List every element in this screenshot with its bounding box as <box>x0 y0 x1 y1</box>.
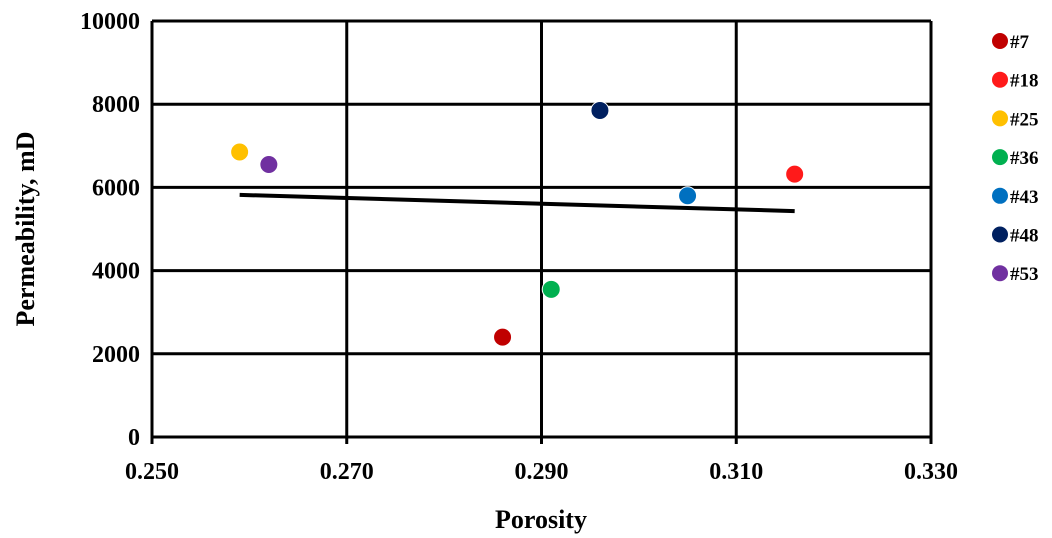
legend-marker-36 <box>992 149 1008 166</box>
y-tick-label: 2000 <box>92 342 140 368</box>
x-tick-label: 0.250 <box>125 459 179 485</box>
trendline <box>239 192 795 214</box>
y-tick-label: 10000 <box>80 9 140 35</box>
legend-label-43: #43 <box>1010 187 1039 208</box>
trendline-layer <box>239 192 795 214</box>
x-tick-label: 0.290 <box>515 459 569 485</box>
data-point-18 <box>785 164 805 184</box>
legend-marker-7 <box>992 33 1008 49</box>
legend-marker-18 <box>992 71 1008 88</box>
data-point-48 <box>590 100 610 120</box>
legend-label-48: #48 <box>1010 226 1039 247</box>
legend: #7 #18 #25 #36 #43 #48 #53 <box>992 32 1039 285</box>
x-axis-title: Porosity <box>495 505 587 534</box>
data-point-53 <box>259 155 279 175</box>
y-tick-label: 6000 <box>92 175 140 201</box>
y-tick-label: 8000 <box>92 92 140 118</box>
data-point-36 <box>541 279 561 299</box>
x-tick-label: 0.310 <box>709 459 763 485</box>
legend-label-18: #18 <box>1010 71 1039 92</box>
legend-label-7: #7 <box>1010 32 1030 53</box>
x-tick-label: 0.270 <box>320 459 374 485</box>
grid-lines <box>150 19 933 444</box>
legend-marker-25 <box>992 110 1008 127</box>
y-tick-label: 0 <box>128 425 140 451</box>
legend-marker-53 <box>992 265 1008 282</box>
legend-marker-43 <box>992 187 1008 204</box>
data-point-43 <box>678 186 698 206</box>
data-point-25 <box>230 142 250 162</box>
data-points <box>230 100 805 347</box>
data-point-7 <box>493 327 513 347</box>
y-tick-labels: 0 2000 4000 6000 8000 10000 <box>80 9 140 451</box>
legend-marker-48 <box>992 226 1008 243</box>
y-tick-label: 4000 <box>92 259 140 285</box>
x-tick-labels: 0.250 0.270 0.290 0.310 0.330 <box>125 459 958 485</box>
y-axis-title: Permeability, mD <box>11 132 40 327</box>
x-tick-label: 0.330 <box>904 459 958 485</box>
legend-label-36: #36 <box>1010 148 1039 169</box>
legend-label-53: #53 <box>1010 264 1039 285</box>
legend-label-25: #25 <box>1010 109 1039 130</box>
